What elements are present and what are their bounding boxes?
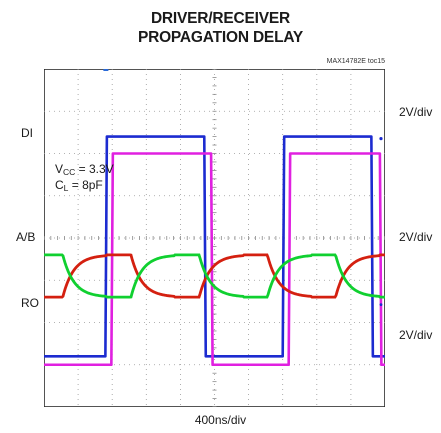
channel-marker-di (379, 137, 383, 141)
x-scale-label: 400ns/div (194, 413, 247, 427)
trace-b (44, 253, 385, 299)
cl-value: = 8pF (68, 178, 103, 192)
chart-title-line-2: PROPAGATION DELAY (137, 29, 304, 46)
trace-a (44, 253, 385, 299)
channel-scale-ro: 2V/div (399, 328, 433, 342)
condition-vcc: VCC = 3.3V (55, 163, 114, 179)
cl-subscript: L (63, 183, 69, 193)
condition-cl: CL = 8pF (55, 179, 103, 195)
vcc-subscript: CC (63, 167, 76, 177)
channel-label-ab: A/B (16, 230, 36, 244)
chart-title: DRIVER/RECEIVER PROPAGATION DELAY (0, 9, 441, 47)
trace-di (44, 135, 385, 358)
cl-symbol: C (55, 178, 64, 192)
channel-scale-ab: 2V/div (399, 230, 433, 244)
trigger-marker (103, 69, 109, 71)
oscilloscope-screen (44, 69, 385, 407)
channel-marker-ab (379, 303, 383, 306)
figure-id: MAX14782E toc15 (326, 58, 385, 65)
channel-label-di: DI (21, 126, 33, 140)
channel-label-ro: RO (21, 296, 39, 310)
chart-title-line-1: DRIVER/RECEIVER (150, 10, 291, 27)
vcc-value: = 3.3V (75, 162, 114, 176)
vcc-symbol: V (55, 162, 64, 176)
channel-scale-di: 2V/div (399, 105, 433, 119)
trace-ro (44, 152, 385, 367)
